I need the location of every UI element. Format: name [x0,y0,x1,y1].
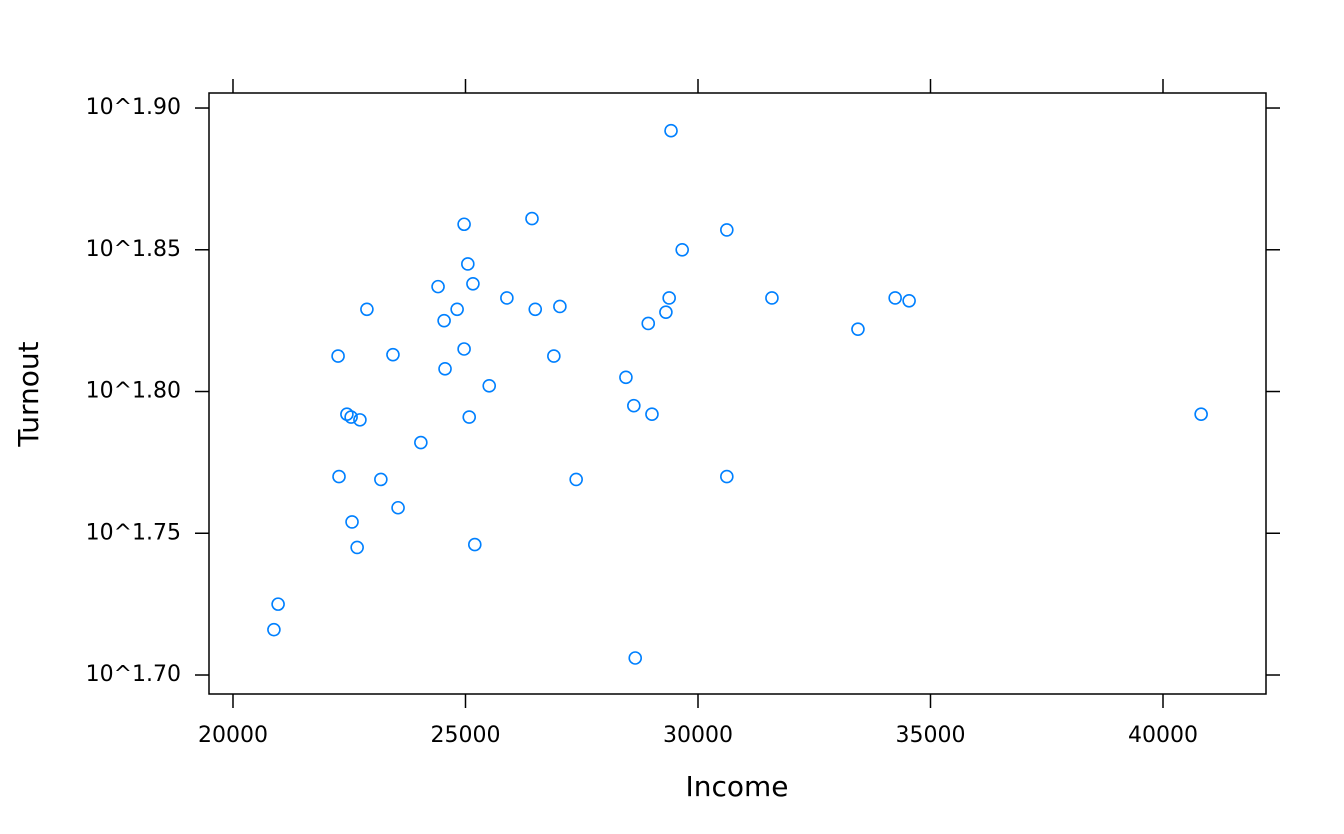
point [720,469,734,484]
y-tick-label: 10^1.85 [86,237,181,262]
point [547,349,561,363]
y-tick-label: 10^1.70 [86,662,181,687]
point [353,413,367,427]
point [332,469,346,484]
point [528,302,543,317]
point [457,217,471,232]
point [659,305,673,319]
point [641,316,656,331]
x-axis-label: Income [685,770,788,803]
point [851,322,865,336]
plot-frame [208,92,1267,695]
point [662,291,676,305]
point [391,500,405,515]
point [619,370,633,385]
point [467,537,482,552]
point [627,398,641,413]
point [628,651,643,665]
point [360,302,374,317]
point [1194,407,1208,421]
point [500,291,514,305]
y-tick-label: 10^1.90 [86,95,181,120]
point [345,515,359,529]
point [462,410,477,424]
y-tick-label: 10^1.80 [86,379,181,404]
point [431,279,445,294]
point [438,362,452,376]
y-tick-label: 10^1.75 [86,520,181,545]
point [664,123,678,138]
x-tick-label: 30000 [663,723,733,748]
point [350,540,364,555]
point [386,347,400,362]
x-tick-label: 35000 [895,723,965,748]
point [340,407,354,421]
point [888,291,902,305]
point [331,349,345,363]
point [765,291,779,305]
point [457,342,471,356]
x-tick-label: 25000 [430,723,500,748]
point [569,472,583,487]
point [374,472,388,487]
point [437,313,451,328]
y-axis-label: Turnout [12,341,45,447]
point [720,223,734,237]
x-tick-label: 40000 [1128,723,1198,748]
point [344,410,358,424]
point [461,257,475,271]
point [482,379,497,393]
point [675,242,689,257]
point [450,302,464,317]
point [414,435,428,450]
point [645,407,659,421]
point [466,276,480,291]
point [553,299,567,314]
point [271,597,285,611]
x-tick-label: 20000 [198,723,268,748]
point [267,622,281,637]
point [525,211,539,226]
point [902,293,916,308]
